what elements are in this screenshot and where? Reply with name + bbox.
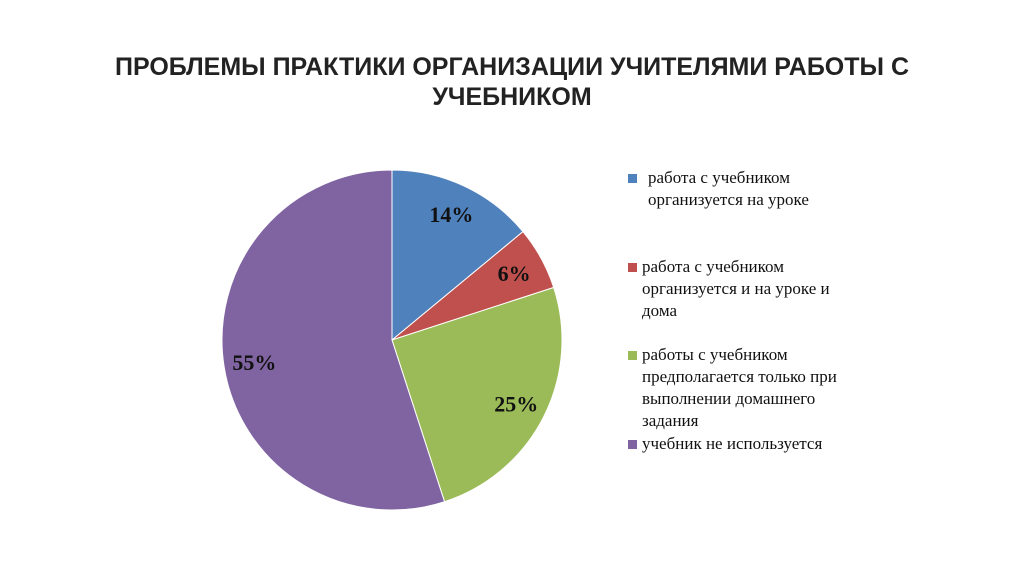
legend-label: работа с учебником организуется и на уро… xyxy=(642,257,830,320)
legend-item: учебник не используется xyxy=(628,433,882,455)
legend-swatch xyxy=(628,440,637,449)
legend-swatch xyxy=(628,174,637,183)
pie-slice xyxy=(221,169,446,511)
data-label: 25% xyxy=(494,391,538,416)
legend-swatch xyxy=(628,263,637,272)
legend-item: работа с учебником организуется и на уро… xyxy=(628,256,852,322)
data-label: 14% xyxy=(429,202,473,227)
legend-item: работы с учебником предполагается только… xyxy=(628,344,842,432)
legend-item: работа с учебником организуется на уроке xyxy=(628,167,863,211)
chart-title: ПРОБЛЕМЫ ПРАКТИКИ ОРГАНИЗАЦИИ УЧИТЕЛЯМИ … xyxy=(115,53,909,111)
legend-label: учебник не используется xyxy=(642,434,823,453)
legend-label: работа с учебником организуется на уроке xyxy=(648,168,809,209)
data-label: 6% xyxy=(498,261,531,286)
pie-slice xyxy=(391,169,524,342)
legend-label: работы с учебником предполагается только… xyxy=(642,345,837,430)
pie-slice xyxy=(391,286,563,503)
legend-swatch xyxy=(628,351,637,360)
data-label: 55% xyxy=(232,350,276,375)
